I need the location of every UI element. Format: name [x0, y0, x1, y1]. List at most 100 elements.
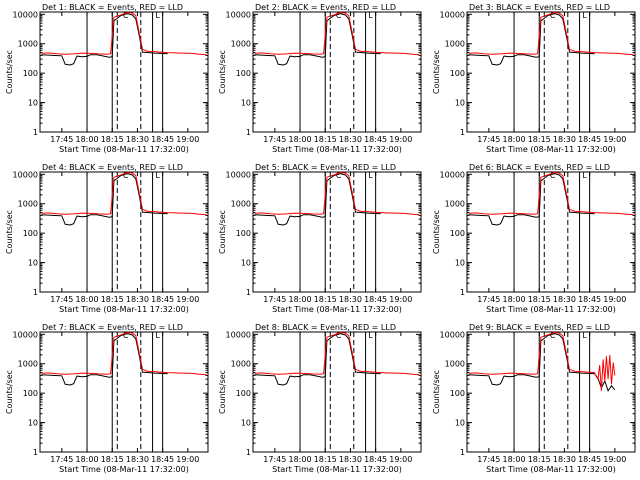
- y-axis-label: Counts/sec: [218, 370, 227, 414]
- lld-series-line: [41, 332, 207, 376]
- marker-c: C: [123, 171, 129, 180]
- lld-series-line: [254, 12, 420, 56]
- plot-frame: [39, 11, 209, 133]
- y-tick-label: 1000: [18, 200, 38, 209]
- events-series-line: [468, 333, 616, 392]
- x-tick-label: 18:45: [578, 135, 601, 144]
- x-tick-label: 18:45: [364, 455, 387, 464]
- y-tick-label: 1: [246, 448, 251, 457]
- y-tick-label: 1000: [231, 40, 251, 49]
- plot-frame: [39, 331, 209, 453]
- y-tick-label: 100: [23, 229, 38, 238]
- panel-5: Det 5: BLACK = Events, RED = LLD 1 10 100 10…: [218, 163, 422, 314]
- panel-title: Det 7: BLACK = Events, RED = LLD: [42, 323, 183, 332]
- y-tick-label: 10000: [440, 10, 465, 19]
- y-tick-label: 100: [236, 229, 251, 238]
- y-tick-label: 1000: [231, 200, 251, 209]
- marker-l: L: [582, 11, 587, 20]
- x-tick-label: 18:45: [151, 135, 174, 144]
- events-series-line: [41, 173, 168, 226]
- y-tick-label: 100: [450, 229, 465, 238]
- y-tick-label: 10: [28, 259, 38, 268]
- y-tick-label: 1000: [18, 40, 38, 49]
- y-tick-label: 1: [33, 288, 38, 297]
- y-tick-label: 10: [455, 419, 465, 428]
- x-tick-label: 18:45: [578, 455, 601, 464]
- x-tick-label: 18:30: [339, 135, 362, 144]
- y-tick-label: 1: [33, 448, 38, 457]
- y-tick-label: 1000: [445, 360, 465, 369]
- x-tick-label: 19:00: [603, 135, 626, 144]
- panel-title: Det 5: BLACK = Events, RED = LLD: [255, 163, 396, 172]
- x-tick-label: 18:30: [553, 295, 576, 304]
- events-series-line: [254, 333, 381, 386]
- x-tick-label: 18:30: [553, 135, 576, 144]
- plot-frame: [252, 331, 422, 453]
- x-tick-label: 18:30: [339, 455, 362, 464]
- marker-c: C: [336, 11, 342, 20]
- panel-3: Det 3: BLACK = Events, RED = LLD 1 10 100 10…: [432, 3, 636, 154]
- x-tick-label: 17:45: [263, 135, 286, 144]
- y-tick-label: 10000: [226, 170, 251, 179]
- x-tick-label: 19:00: [603, 455, 626, 464]
- marker-c: C: [550, 11, 556, 20]
- y-tick-label: 1: [460, 448, 465, 457]
- x-tick-label: 18:00: [503, 295, 526, 304]
- marker-l: L: [582, 331, 587, 340]
- plot-frame: [252, 171, 422, 293]
- y-tick-label: 10: [28, 99, 38, 108]
- lld-series-line: [468, 332, 616, 391]
- y-tick-label: 10: [241, 99, 251, 108]
- panel-9: Det 9: BLACK = Events, RED = LLD 1 10 100 10…: [432, 323, 636, 474]
- x-tick-label: 18:45: [151, 295, 174, 304]
- panel-title: Det 1: BLACK = Events, RED = LLD: [42, 3, 183, 12]
- x-tick-label: 17:45: [477, 295, 500, 304]
- x-tick-label: 18:45: [578, 295, 601, 304]
- y-tick-label: 1: [460, 288, 465, 297]
- y-tick-label: 10: [455, 259, 465, 268]
- lld-series-line: [468, 172, 634, 216]
- events-series-line: [468, 13, 595, 66]
- y-tick-label: 10: [241, 259, 251, 268]
- marker-l: L: [155, 171, 160, 180]
- events-series-line: [254, 13, 381, 66]
- panel-7: Det 7: BLACK = Events, RED = LLD 1 10 100 10…: [5, 323, 209, 474]
- marker-c: C: [336, 331, 342, 340]
- y-tick-label: 100: [450, 389, 465, 398]
- x-tick-label: 18:45: [151, 455, 174, 464]
- x-tick-label: 19:00: [389, 295, 412, 304]
- y-axis-label: Counts/sec: [218, 50, 227, 94]
- x-tick-label: 18:15: [528, 135, 551, 144]
- x-tick-label: 18:00: [503, 135, 526, 144]
- y-tick-label: 10000: [226, 10, 251, 19]
- lld-series-line: [254, 172, 420, 216]
- x-tick-label: 19:00: [176, 295, 199, 304]
- plot-frame: [466, 171, 636, 293]
- x-axis-label: Start Time (08-Mar-11 17:32:00): [272, 145, 402, 154]
- x-tick-label: 18:30: [339, 295, 362, 304]
- panel-4: Det 4: BLACK = Events, RED = LLD 1 10 100 10…: [5, 163, 209, 314]
- x-axis-label: Start Time (08-Mar-11 17:32:00): [59, 145, 189, 154]
- panel-2: Det 2: BLACK = Events, RED = LLD 1 10 100 10…: [218, 3, 422, 154]
- y-tick-label: 100: [450, 69, 465, 78]
- panel-1: Det 1: BLACK = Events, RED = LLD 1 10 100 10…: [5, 3, 209, 154]
- marker-c: C: [336, 171, 342, 180]
- marker-l: L: [368, 171, 373, 180]
- y-tick-label: 10000: [13, 170, 38, 179]
- marker-l: L: [155, 331, 160, 340]
- lld-series-line: [468, 12, 634, 56]
- x-tick-label: 19:00: [176, 455, 199, 464]
- y-axis-label: Counts/sec: [5, 210, 14, 254]
- x-tick-label: 17:45: [50, 455, 73, 464]
- y-tick-label: 100: [236, 389, 251, 398]
- x-axis-label: Start Time (08-Mar-11 17:32:00): [486, 465, 616, 474]
- panel-title: Det 3: BLACK = Events, RED = LLD: [469, 3, 610, 12]
- x-tick-label: 18:15: [314, 295, 337, 304]
- y-tick-label: 1000: [445, 200, 465, 209]
- marker-l: L: [368, 11, 373, 20]
- y-tick-label: 1: [246, 288, 251, 297]
- x-tick-label: 18:15: [314, 135, 337, 144]
- x-axis-label: Start Time (08-Mar-11 17:32:00): [486, 305, 616, 314]
- y-tick-label: 10: [28, 419, 38, 428]
- panel-title: Det 2: BLACK = Events, RED = LLD: [255, 3, 396, 12]
